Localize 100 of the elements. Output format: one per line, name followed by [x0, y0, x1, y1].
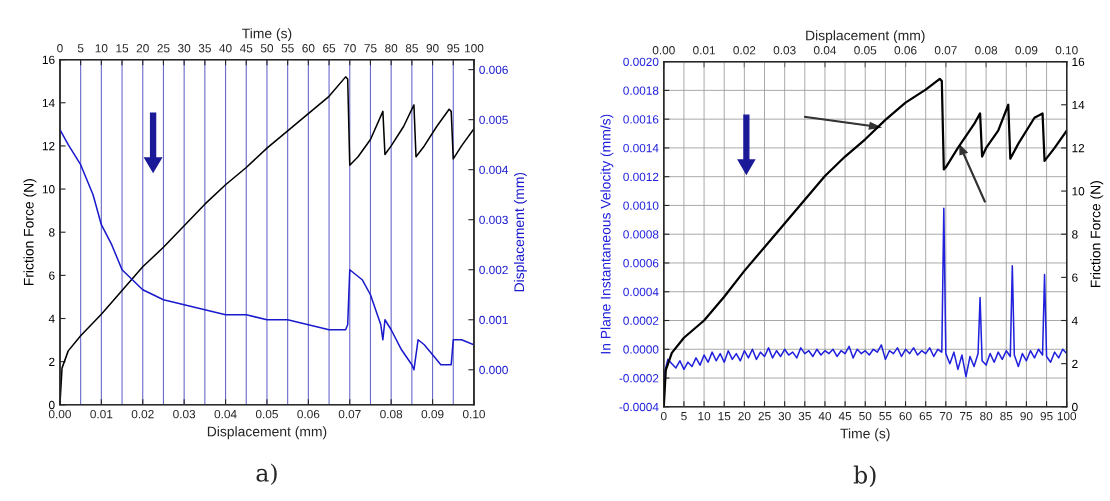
x2-tick-label: 100: [465, 44, 484, 53]
x-tick-label: 0.10: [462, 409, 485, 419]
line-series: [59, 128, 474, 371]
x-tick-label: 15: [718, 412, 731, 421]
x-tick-label: 10: [698, 411, 711, 421]
y2-tick-label: 0.001: [479, 315, 508, 325]
x-tick-label: 5: [681, 412, 687, 421]
y2-tick-label: 10: [1072, 187, 1085, 196]
x2-tick-label: 40: [219, 44, 232, 53]
y-tick-label: 2: [49, 357, 55, 366]
y2-tick-label: 2: [1072, 359, 1078, 368]
x-tick-label: 0.09: [421, 409, 444, 419]
y-tick-label: 0.0010: [623, 201, 659, 210]
y2-tick-label: 14: [1072, 100, 1085, 110]
x2-tick-label: 75: [364, 44, 377, 53]
x2-tick-label: 15: [116, 44, 129, 53]
x-tick-label: 30: [778, 411, 791, 421]
x2-tick-label: 70: [343, 44, 356, 53]
y-tick-label: 16: [42, 55, 55, 65]
x2-tick-label: 55: [281, 44, 294, 53]
x2-tick-label: 50: [260, 44, 274, 53]
x-tick-label: 40: [818, 411, 832, 421]
y2-tick-label: 0.000: [479, 365, 508, 375]
y2-tick-label: 4: [1071, 316, 1078, 325]
y-tick-label: 0.0006: [623, 259, 659, 268]
y-tick-label: 0.0020: [623, 57, 659, 67]
y-tick-label: 8: [49, 228, 55, 237]
y2-tick-label: 0: [1072, 402, 1078, 412]
y-tick-label: 0.0014: [623, 143, 659, 153]
x2-tick-label: 30: [178, 44, 191, 53]
x-tick-label: 100: [1057, 411, 1077, 421]
y-tick-label: 0: [48, 400, 55, 410]
x2-tick-label: 0.07: [934, 46, 957, 55]
y2-axis-title: Displacement (mm): [513, 172, 527, 292]
y-tick-label: 0.0012: [623, 172, 659, 182]
x-tick-label: 25: [758, 411, 771, 421]
x2-axis-title: Displacement (mm): [806, 30, 925, 44]
x2-tick-label: 0.03: [773, 46, 796, 55]
x-tick-label: 80: [980, 411, 993, 421]
x-tick-label: 65: [919, 411, 932, 421]
y2-tick-label: 0.004: [479, 165, 509, 175]
x2-axis-title: Time (s): [242, 28, 292, 42]
y-tick-label: 4: [48, 314, 55, 323]
y-tick-label: 0.0000: [623, 345, 659, 354]
x2-tick-label: 85: [405, 44, 418, 53]
x-tick-label: 85: [1000, 411, 1013, 421]
y-tick-label: 0.0002: [623, 316, 659, 325]
x2-tick-label: 95: [447, 44, 460, 53]
x2-tick-label: 0.05: [854, 46, 877, 55]
x-tick-label: 0.08: [380, 409, 403, 419]
y2-tick-label: 0.005: [479, 115, 508, 125]
x-tick-label: 60: [899, 411, 912, 421]
y2-tick-label: 0.002: [479, 265, 508, 275]
x2-tick-label: 10: [95, 44, 108, 53]
x-tick-label: 0.03: [173, 409, 196, 419]
x-tick-label: 0.01: [90, 409, 113, 419]
x-tick-label: 0.07: [338, 409, 361, 419]
x-tick-label: 0.00: [48, 409, 71, 419]
x-axis-title: Displacement (mm): [207, 426, 327, 440]
x2-tick-label: 0.01: [693, 46, 715, 55]
x2-tick-label: 60: [302, 44, 315, 53]
y-tick-label: 0.0016: [623, 115, 659, 124]
y2-tick-label: 6: [1072, 273, 1078, 282]
y-tick-label: 6: [49, 271, 55, 280]
x2-tick-label: 90: [426, 44, 439, 53]
x-tick-label: 0.05: [255, 409, 278, 419]
x2-tick-label: 65: [323, 44, 336, 53]
x2-tick-label: 20: [136, 44, 149, 53]
y2-tick-label: 12: [1072, 143, 1085, 153]
x-tick-label: 45: [838, 412, 852, 421]
x-tick-label: 20: [738, 411, 751, 421]
y-tick-label: -0.0002: [619, 374, 659, 383]
x-tick-label: 35: [798, 411, 811, 421]
y-axis-title: Friction Force (N): [23, 179, 37, 286]
x2-tick-label: 0.06: [894, 46, 917, 55]
x2-tick-label: 0.09: [1015, 46, 1038, 55]
y2-tick-label: 8: [1072, 230, 1078, 239]
x2-tick-label: 0.08: [975, 46, 998, 55]
y2-tick-label: 0.003: [479, 215, 508, 225]
y-tick-label: 14: [42, 98, 55, 108]
x-tick-label: 95: [1040, 411, 1053, 421]
x2-tick-label: 25: [157, 44, 170, 53]
x-tick-label: 50: [859, 411, 872, 421]
x-tick-label: 90: [1020, 411, 1033, 421]
y2-tick-label: 0.006: [479, 65, 508, 75]
text: b): [853, 465, 876, 488]
x-tick-label: 0.04: [214, 409, 237, 419]
y-tick-label: 0.0008: [623, 230, 659, 239]
y2-axis-title: Friction Force (N): [1090, 181, 1104, 288]
x-tick-label: 0.06: [297, 409, 320, 419]
x-tick-label: 70: [939, 411, 952, 421]
x-tick-label: 0.02: [131, 409, 154, 419]
y-tick-label: 0.0004: [623, 287, 659, 297]
y-tick-label: -0.0004: [619, 402, 659, 412]
x2-tick-label: 0.04: [813, 46, 837, 55]
x-tick-label: 55: [879, 412, 892, 421]
x-tick-label: 0: [660, 411, 667, 421]
x2-tick-label: 35: [198, 44, 211, 53]
y-tick-label: 12: [42, 141, 55, 151]
x2-tick-label: 45: [239, 44, 253, 53]
